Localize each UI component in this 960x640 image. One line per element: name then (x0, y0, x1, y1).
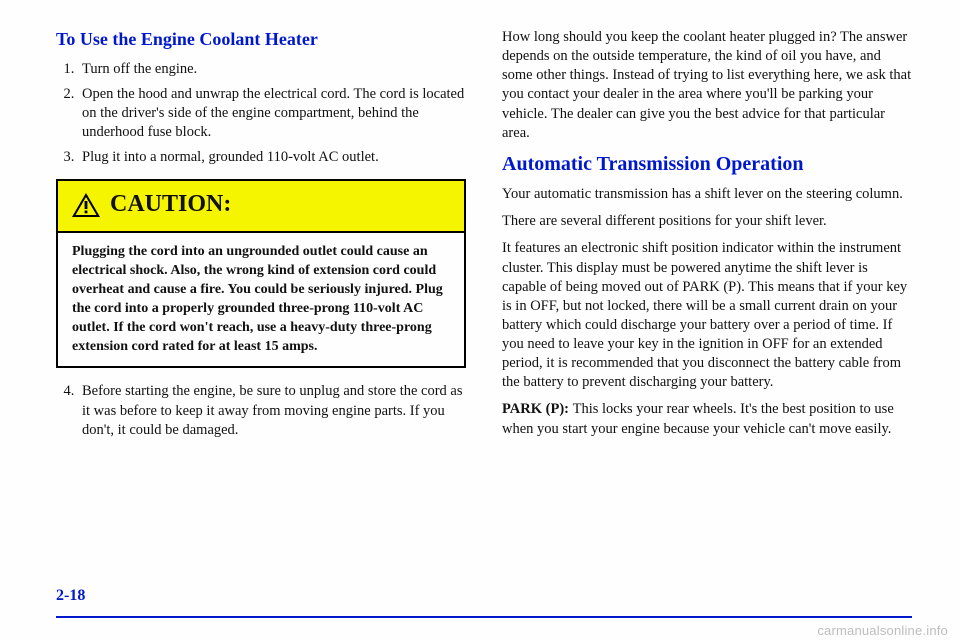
caution-body-text: Plugging the cord into an ungrounded out… (58, 233, 464, 366)
caution-box: CAUTION: Plugging the cord into an ungro… (56, 179, 466, 368)
page-number: 2-18 (56, 587, 93, 604)
park-label: PARK (P): (502, 401, 573, 417)
paragraph-trans-1: Your automatic transmission has a shift … (502, 185, 912, 204)
steps-list-cont: Before starting the engine, be sure to u… (56, 382, 466, 439)
footer-rule (56, 616, 912, 618)
watermark-text: carmanualsonline.info (817, 623, 948, 638)
step-1: Turn off the engine. (78, 60, 466, 79)
paragraph-coolant-duration: How long should you keep the coolant hea… (502, 28, 912, 143)
left-column: To Use the Engine Coolant Heater Turn of… (56, 28, 466, 450)
paragraph-trans-3: It features an electronic shift position… (502, 239, 912, 392)
step-3: Plug it into a normal, grounded 110-volt… (78, 148, 466, 167)
step-4: Before starting the engine, be sure to u… (78, 382, 466, 439)
heading-transmission: Automatic Transmission Operation (502, 151, 912, 177)
step-2: Open the hood and unwrap the electrical … (78, 85, 466, 142)
warning-triangle-icon (70, 191, 102, 219)
paragraph-park: PARK (P): This locks your rear wheels. I… (502, 400, 912, 438)
paragraph-trans-2: There are several different positions fo… (502, 212, 912, 231)
heading-coolant-heater: To Use the Engine Coolant Heater (56, 28, 466, 52)
page-footer: 2-18 (56, 598, 912, 618)
steps-list: Turn off the engine. Open the hood and u… (56, 60, 466, 168)
caution-header: CAUTION: (58, 181, 464, 233)
right-column: How long should you keep the coolant hea… (502, 28, 912, 450)
caution-label: CAUTION: (110, 189, 231, 221)
